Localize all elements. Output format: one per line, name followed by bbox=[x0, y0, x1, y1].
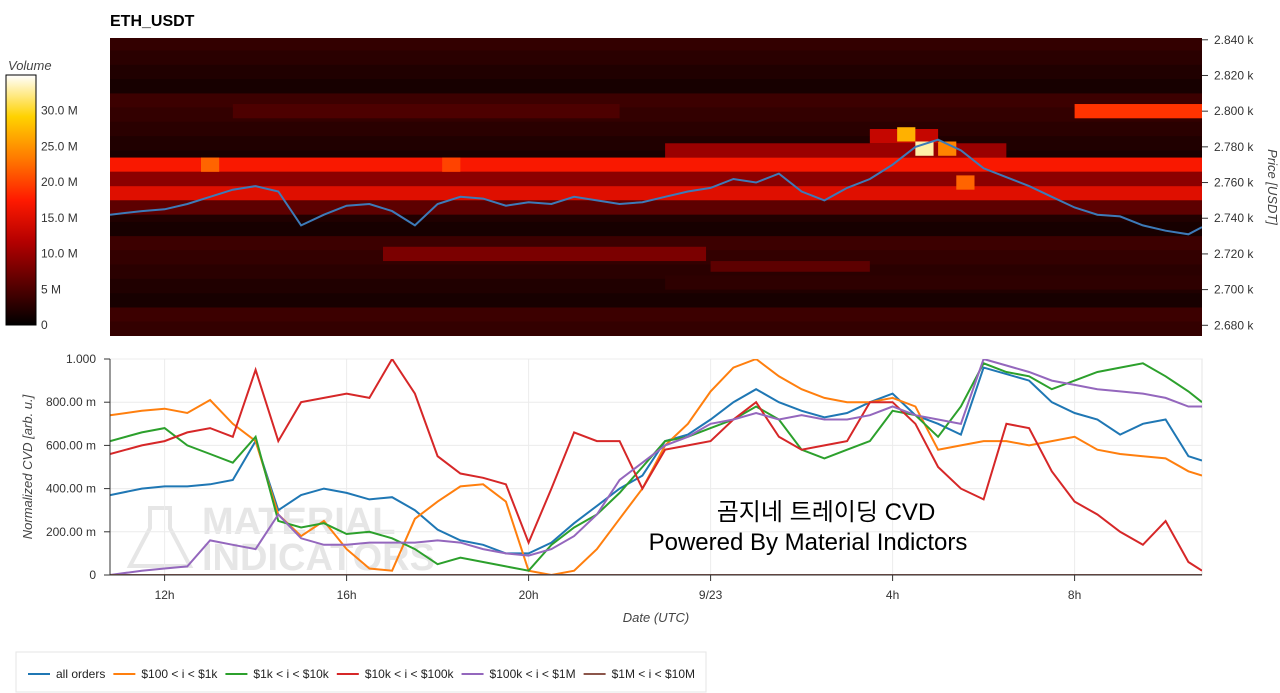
heatmap-cells bbox=[110, 38, 1202, 336]
heatmap-y-tick-label: 2.780 k bbox=[1214, 140, 1254, 154]
heatmap-y-tick-label: 2.840 k bbox=[1214, 33, 1254, 47]
price-line bbox=[110, 138, 1202, 236]
cvd-y-ticks: 0 200.00 m 400.00 m 600.00 m 800.00 m 1.000 bbox=[46, 352, 110, 582]
cvd-series bbox=[110, 359, 1202, 575]
cvd-y-tick-label: 200.00 m bbox=[46, 525, 96, 539]
x-tick-label: 20h bbox=[519, 588, 539, 602]
heatmap-row bbox=[110, 79, 1202, 94]
cvd-panel: 0 200.00 m 400.00 m 600.00 m 800.00 m 1.000 1… bbox=[20, 352, 1203, 625]
colorbar-bar bbox=[5, 74, 37, 326]
colorbar-tick-label: 10.0 M bbox=[41, 247, 78, 261]
heatmap-row bbox=[110, 293, 1202, 308]
heatmap-band bbox=[1074, 104, 1202, 119]
x-tick-label: 12h bbox=[155, 588, 175, 602]
heatmap-y-tick-label: 2.700 k bbox=[1214, 283, 1254, 297]
heatmap-y-tick-label: 2.740 k bbox=[1214, 211, 1254, 225]
heatmap-band bbox=[110, 171, 1202, 187]
heatmap-panel: 2.840 k 2.820 k 2.800 k 2.780 k 2.760 k 2.740… bbox=[110, 33, 1280, 336]
cvd-line-4 bbox=[110, 359, 1202, 572]
heatmap-row bbox=[110, 121, 1202, 137]
cvd-line-5 bbox=[110, 359, 1202, 575]
cvd-y-tick-label: 0 bbox=[89, 568, 96, 582]
heatmap-hotspot bbox=[201, 157, 220, 172]
heatmap-row bbox=[110, 50, 1202, 65]
heatmap-band bbox=[110, 200, 1202, 215]
heatmap-y-tick-label: 2.820 k bbox=[1214, 68, 1254, 82]
heatmap-row bbox=[110, 64, 1202, 80]
colorbar-tick-label: 15.0 M bbox=[41, 211, 78, 225]
cvd-line-3 bbox=[110, 362, 1202, 572]
legend-label: $1M < i < $10M bbox=[612, 667, 695, 681]
annotation-line-2: Powered By Material Indictors bbox=[649, 529, 968, 556]
heatmap-row bbox=[110, 221, 1202, 237]
legend-items: all orders $100 < i < $1k $1k < i < $10k $1… bbox=[28, 667, 695, 681]
legend-box bbox=[15, 651, 707, 693]
legend-label: all orders bbox=[56, 667, 105, 681]
cvd-y-label: Normalized CVD [arb. u.] bbox=[20, 394, 35, 539]
heatmap-y-tick-label: 2.800 k bbox=[1214, 104, 1254, 118]
heatmap-row bbox=[110, 38, 1202, 51]
colorbar-tick-label: 30.0 M bbox=[41, 104, 78, 118]
colorbar-ticks: 0 5 M 10.0 M 15.0 M 20.0 M 25.0 M 30.0 M bbox=[41, 104, 78, 332]
x-tick-label: 8h bbox=[1068, 588, 1081, 602]
heatmap-band bbox=[110, 186, 1202, 201]
annotation-line-1: 곰지네 트레이딩 CVD bbox=[717, 499, 936, 526]
cvd-y-tick-label: 800.00 m bbox=[46, 395, 96, 409]
heatmap-y-label: Price [USDT] bbox=[1265, 149, 1280, 225]
heatmap-y-tick-label: 2.720 k bbox=[1214, 247, 1254, 261]
colorbar: Volume 0 5 M 10.0 M 15.0 M 20.0 M 25.0 M 30.0 … bbox=[5, 58, 78, 332]
heatmap-row bbox=[110, 321, 1202, 336]
legend-label: $100 < i < $1k bbox=[141, 667, 218, 681]
heatmap-y-ticks: 2.840 k 2.820 k 2.800 k 2.780 k 2.760 k 2.740… bbox=[1202, 33, 1254, 332]
heatmap-band bbox=[110, 157, 1202, 172]
colorbar-tick-label: 0 bbox=[41, 318, 48, 332]
x-tick-label: 4h bbox=[886, 588, 899, 602]
cvd-y-tick-label: 400.00 m bbox=[46, 482, 96, 496]
heatmap-band bbox=[665, 275, 1202, 290]
flask-icon bbox=[126, 506, 194, 568]
cvd-y-tick-label: 600.00 m bbox=[46, 438, 96, 452]
colorbar-tick-label: 25.0 M bbox=[41, 139, 78, 153]
x-ticks: 12h 16h 20h 9/23 4h 8h bbox=[155, 575, 1081, 602]
heatmap-y-tick-label: 2.760 k bbox=[1214, 176, 1254, 190]
heatmap-band bbox=[710, 261, 870, 272]
heatmap-hotspot bbox=[956, 175, 975, 190]
heatmap-hotspot bbox=[442, 157, 461, 172]
heatmap-band bbox=[232, 104, 620, 119]
chart-title: ETH_USDT bbox=[110, 13, 195, 30]
legend-label: $1k < i < $10k bbox=[253, 667, 329, 681]
cvd-y-tick-label: 1.000 bbox=[66, 352, 96, 366]
legend-label: $100k < i < $1M bbox=[490, 667, 576, 681]
heatmap-hotspot bbox=[897, 127, 916, 142]
legend-label: $10k < i < $100k bbox=[365, 667, 455, 681]
colorbar-tick-label: 20.0 M bbox=[41, 175, 78, 189]
legend: all orders $100 < i < $1k $1k < i < $10k $1… bbox=[15, 651, 707, 693]
x-tick-label: 16h bbox=[337, 588, 357, 602]
colorbar-label: Volume bbox=[8, 58, 52, 73]
heatmap-band bbox=[383, 246, 707, 262]
x-tick-label: 9/23 bbox=[699, 588, 723, 602]
x-axis-label: Date (UTC) bbox=[623, 610, 689, 625]
heatmap-row bbox=[110, 136, 1202, 151]
colorbar-tick-label: 5 M bbox=[41, 282, 61, 296]
heatmap-y-tick-label: 2.680 k bbox=[1214, 318, 1254, 332]
heatmap-row bbox=[110, 307, 1202, 322]
